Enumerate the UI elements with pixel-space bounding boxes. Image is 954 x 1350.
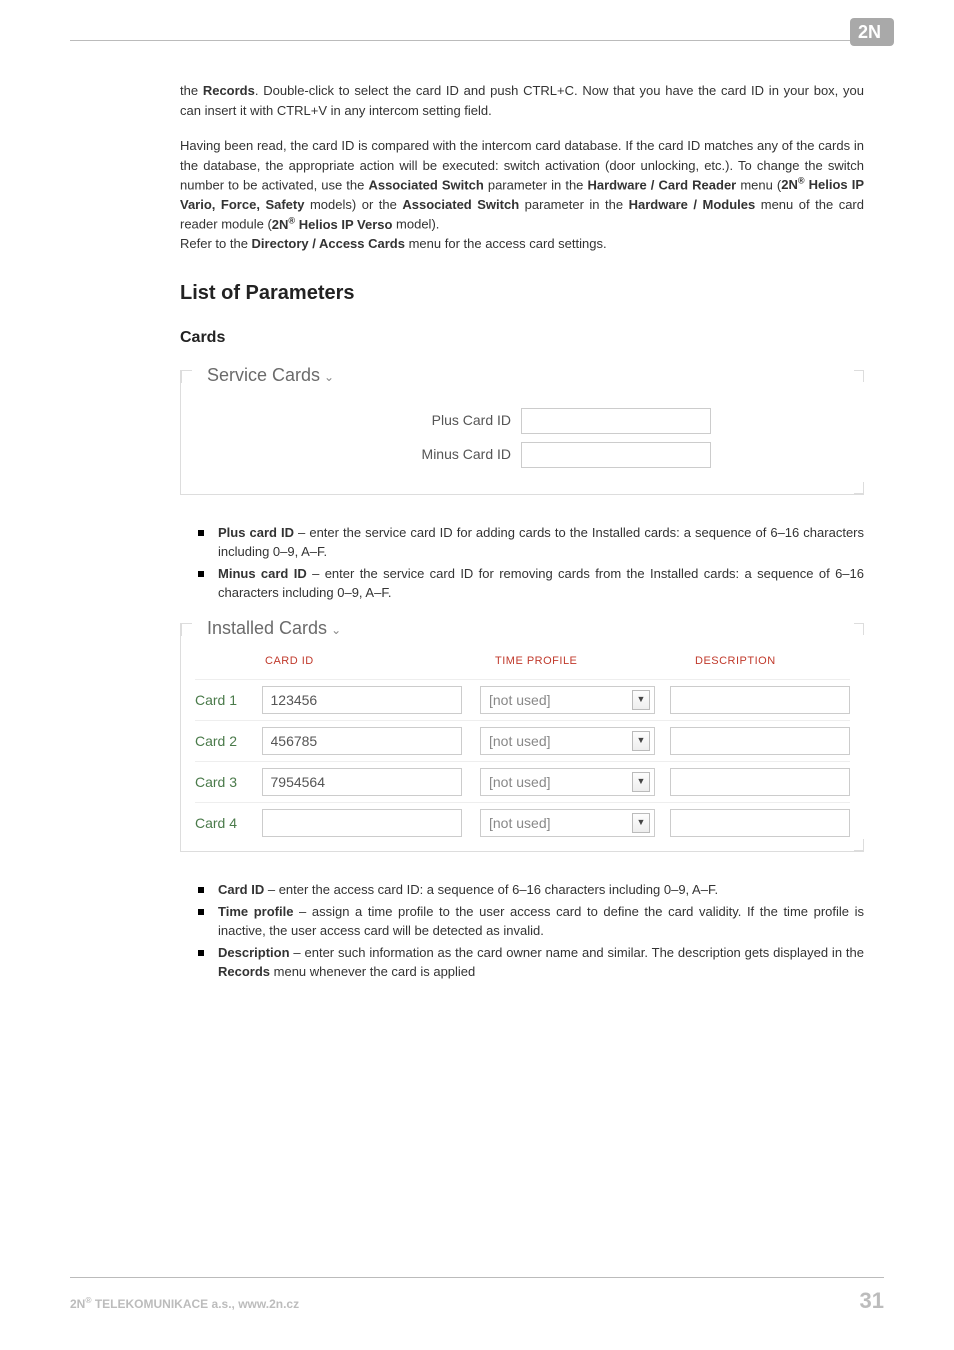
text: model).: [392, 217, 439, 232]
description-input[interactable]: [670, 727, 850, 755]
page-number: 31: [860, 1288, 884, 1314]
text: – enter the service card ID for adding c…: [218, 525, 864, 560]
minus-card-id-input[interactable]: [521, 442, 711, 468]
table-row: Card 4 [not used]▼: [195, 802, 850, 843]
chevron-down-icon: ⌄: [324, 370, 334, 384]
text-bold: 2N: [781, 177, 798, 192]
text: – enter the service card ID for removing…: [218, 566, 864, 601]
table-row: Card 1 [not used]▼: [195, 679, 850, 720]
card-id-input[interactable]: [262, 727, 462, 755]
text: parameter in the: [484, 177, 588, 192]
col-header-cardid: CARD ID: [265, 653, 495, 670]
brand-logo: 2N: [850, 18, 894, 49]
text-bold: Hardware / Card Reader: [587, 177, 736, 192]
service-cards-bullets: Plus card ID – enter the service card ID…: [198, 523, 864, 603]
col-header-timeprofile: TIME PROFILE: [495, 653, 695, 670]
time-profile-select[interactable]: [not used]▼: [480, 809, 655, 837]
installed-cards-bullets: Card ID – enter the access card ID: a se…: [198, 880, 864, 982]
col-header-description: DESCRIPTION: [695, 653, 850, 670]
description-input[interactable]: [670, 768, 850, 796]
intro-paragraph-1: the Records. Double-click to select the …: [180, 81, 864, 120]
text-bold: Plus card ID: [218, 525, 294, 540]
service-cards-fieldset: Service Cards⌄ Plus Card ID Minus Card I…: [180, 370, 864, 495]
text: – enter the access card ID: a sequence o…: [264, 882, 718, 897]
heading-list-of-parameters: List of Parameters: [180, 278, 864, 308]
minus-card-id-label: Minus Card ID: [201, 444, 521, 465]
card-id-input[interactable]: [262, 768, 462, 796]
caret-down-icon: ▼: [632, 813, 650, 833]
card-row-label: Card 4: [195, 813, 262, 834]
card-id-input[interactable]: [262, 809, 462, 837]
legend-text: Installed Cards: [207, 618, 327, 638]
text: – assign a time profile to the user acce…: [218, 904, 864, 939]
card-row-label: Card 3: [195, 772, 262, 793]
legend-text: Service Cards: [207, 365, 320, 385]
installed-cards-fieldset: Installed Cards⌄ CARD ID TIME PROFILE DE…: [180, 623, 864, 853]
caret-down-icon: ▼: [632, 731, 650, 751]
text-bold: Records: [218, 964, 270, 979]
time-profile-select[interactable]: [not used]▼: [480, 768, 655, 796]
text-bold: 2N: [272, 217, 289, 232]
time-profile-select[interactable]: [not used]▼: [480, 727, 655, 755]
plus-card-id-input[interactable]: [521, 408, 711, 434]
text: – enter such information as the card own…: [290, 945, 864, 960]
text: Refer to the: [180, 236, 252, 251]
service-cards-legend[interactable]: Service Cards ⌄: [199, 362, 342, 389]
text: parameter in the: [519, 197, 628, 212]
text-bold: Hardware / Modules: [629, 197, 756, 212]
text-bold: Records: [203, 83, 255, 98]
text: menu for the access card settings.: [405, 236, 607, 251]
list-item: Minus card ID – enter the service card I…: [198, 564, 864, 603]
card-id-input[interactable]: [262, 686, 462, 714]
card-row-label: Card 2: [195, 731, 262, 752]
text-bold: Directory / Access Cards: [252, 236, 405, 251]
caret-down-icon: ▼: [632, 772, 650, 792]
footer-company: 2N® TELEKOMUNIKACE a.s., www.2n.cz: [70, 1295, 299, 1311]
installed-cards-legend[interactable]: Installed Cards ⌄: [199, 615, 349, 642]
time-profile-select[interactable]: [not used]▼: [480, 686, 655, 714]
text: . Double-click to select the card ID and…: [180, 83, 864, 118]
description-input[interactable]: [670, 809, 850, 837]
intro-paragraph-2: Having been read, the card ID is compare…: [180, 136, 864, 254]
caret-down-icon: ▼: [632, 690, 650, 710]
header-rule: [70, 40, 884, 41]
text: models) or the: [304, 197, 402, 212]
text: menu whenever the card is applied: [270, 964, 475, 979]
heading-cards: Cards: [180, 326, 864, 350]
chevron-down-icon: ⌄: [331, 623, 341, 637]
text-bold: Associated Switch: [402, 197, 519, 212]
list-item: Time profile – assign a time profile to …: [198, 902, 864, 941]
svg-text:2N: 2N: [858, 22, 881, 42]
page-footer: 2N® TELEKOMUNIKACE a.s., www.2n.cz 31: [70, 1277, 884, 1314]
text: the: [180, 83, 203, 98]
text: menu (: [736, 177, 781, 192]
text-bold: Associated Switch: [368, 177, 483, 192]
text: TELEKOMUNIKACE a.s., www.2n.cz: [92, 1297, 300, 1311]
description-input[interactable]: [670, 686, 850, 714]
installed-cards-header: CARD ID TIME PROFILE DESCRIPTION: [195, 649, 850, 680]
list-item: Description – enter such information as …: [198, 943, 864, 982]
list-item: Card ID – enter the access card ID: a se…: [198, 880, 864, 900]
text-bold: Time profile: [218, 904, 293, 919]
plus-card-id-label: Plus Card ID: [201, 410, 521, 431]
text: 2N: [70, 1297, 85, 1311]
text-bold: Description: [218, 945, 290, 960]
table-row: Card 3 [not used]▼: [195, 761, 850, 802]
list-item: Plus card ID – enter the service card ID…: [198, 523, 864, 562]
text-bold: Minus card ID: [218, 566, 307, 581]
text-bold: Card ID: [218, 882, 264, 897]
table-row: Card 2 [not used]▼: [195, 720, 850, 761]
text-bold: Helios IP Verso: [295, 217, 392, 232]
card-row-label: Card 1: [195, 690, 262, 711]
